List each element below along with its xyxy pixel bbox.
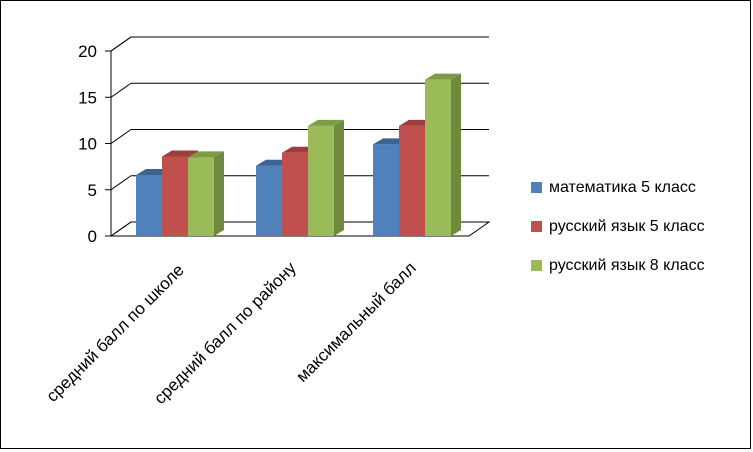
gridline-diagonal (110, 36, 132, 52)
bar (308, 119, 344, 236)
bar-top (308, 119, 344, 126)
y-tick-label: 20 (78, 42, 97, 61)
gridline-diagonal (110, 82, 132, 98)
gridline-diagonal (110, 221, 132, 237)
category-label: максимальный балл (292, 258, 419, 385)
bar-side (334, 119, 344, 236)
legend-item: русский язык 5 класс (531, 218, 705, 235)
legend-item: русский язык 8 класс (531, 257, 705, 274)
y-tick-label: 15 (78, 88, 97, 107)
bar-front (425, 79, 451, 236)
legend-swatch (531, 260, 542, 271)
bar-side (451, 73, 461, 236)
bar-side (214, 151, 224, 236)
bar-front (256, 165, 282, 236)
y-tick-label: 0 (88, 227, 97, 246)
bars (136, 73, 461, 236)
bar-front (188, 157, 214, 236)
y-axis-ticks: 0 5 10 15 20 (78, 42, 111, 246)
gridline-diagonal (110, 175, 132, 191)
bar (188, 151, 224, 236)
legend-swatch (531, 182, 542, 193)
legend-swatch (531, 221, 542, 232)
y-tick-label: 10 (78, 135, 97, 154)
legend-label: математика 5 класс (549, 179, 696, 196)
bar-top (162, 150, 198, 157)
bar-front (136, 174, 162, 236)
bar (425, 73, 461, 236)
bar-front (399, 125, 425, 236)
legend: математика 5 класс русский язык 5 класс ру… (531, 179, 705, 274)
bar-top (425, 73, 461, 80)
bar-front (308, 125, 334, 236)
bar-front (373, 144, 399, 236)
legend-item: математика 5 класс (531, 179, 696, 196)
bar-front (282, 152, 308, 236)
y-tick-label: 5 (88, 181, 97, 200)
bar-top (188, 151, 224, 158)
legend-label: русский язык 8 класс (549, 257, 705, 274)
bar-front (162, 156, 188, 236)
legend-label: русский язык 5 класс (549, 218, 705, 235)
gridline-diagonal (110, 129, 132, 144)
